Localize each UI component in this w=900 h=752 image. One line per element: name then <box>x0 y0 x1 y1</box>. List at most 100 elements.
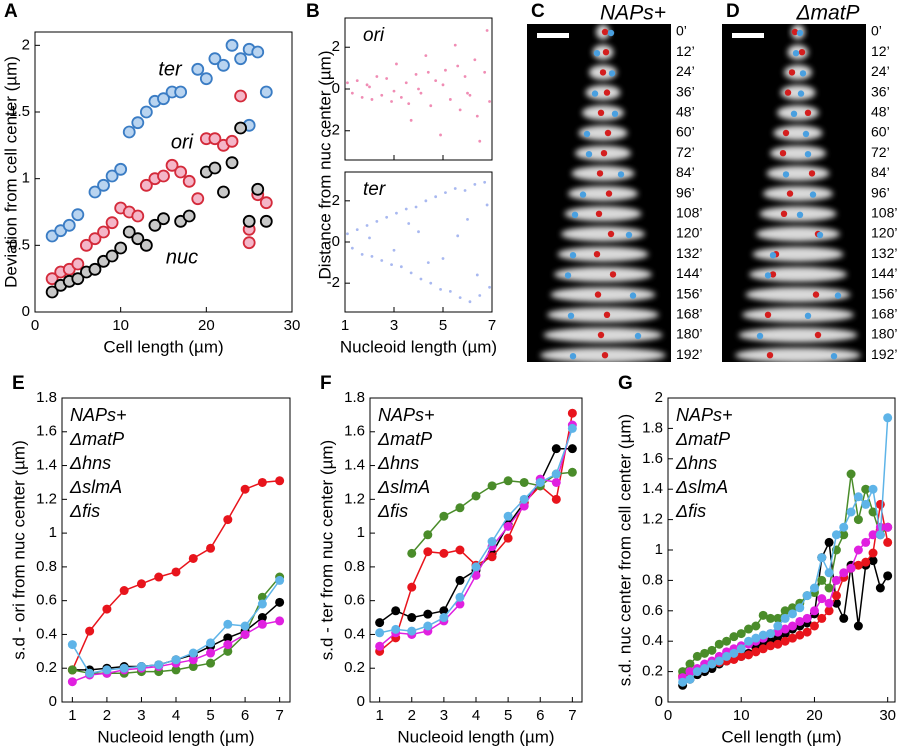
micrograph-title: NAPs+ <box>600 2 666 25</box>
y-tick-label: 0.2 <box>344 659 365 676</box>
data-point <box>475 114 479 118</box>
data-point <box>483 180 487 184</box>
nucleoid <box>735 347 861 363</box>
data-point <box>225 134 239 148</box>
ori-spot <box>784 89 792 96</box>
data-point <box>503 533 513 543</box>
nucleoid <box>578 125 628 141</box>
x-tick-label: 4 <box>172 707 180 724</box>
data-point <box>206 648 216 658</box>
data-point <box>809 621 819 631</box>
ori-spot <box>600 150 608 157</box>
time-label: 60’ <box>676 124 695 140</box>
data-point <box>567 423 577 433</box>
panel-letter: E <box>12 373 25 394</box>
data-point <box>736 644 746 654</box>
x-tick-label: 30 <box>284 317 301 334</box>
y-tick-label: 0 <box>357 693 365 710</box>
data-point <box>414 205 418 209</box>
y-tick-label: 0.8 <box>642 571 663 588</box>
y-tick-label: 1.8 <box>344 389 365 406</box>
ter-spot <box>796 211 804 218</box>
y-tick-label: 1.8 <box>642 419 663 436</box>
data-point <box>105 169 119 183</box>
data-point <box>105 249 119 263</box>
data-point <box>439 287 442 291</box>
data-point <box>234 121 248 135</box>
x-tick-label: 1 <box>68 707 76 724</box>
panel-letter: D <box>726 1 740 22</box>
data-point <box>399 265 403 269</box>
data-point <box>240 484 250 494</box>
data-point <box>67 640 77 650</box>
data-point <box>385 77 389 80</box>
ori-spot <box>601 28 609 36</box>
y-axis-label: Distance from nuc center (µm) <box>315 51 334 280</box>
data-point <box>423 621 433 631</box>
data-point <box>88 232 102 246</box>
data-point <box>45 272 59 286</box>
data-point <box>795 603 805 613</box>
time-label: 168’ <box>871 306 897 322</box>
y-tick-label: 0.8 <box>36 558 57 575</box>
data-point <box>868 507 878 517</box>
y-tick-label: 1.6 <box>642 450 663 467</box>
data-point <box>404 81 408 85</box>
data-point <box>148 218 162 232</box>
y-tick-label: 0.5 <box>9 236 30 253</box>
data-point <box>787 633 797 643</box>
time-label: 72’ <box>871 144 890 160</box>
ori-spot <box>596 170 604 177</box>
data-point <box>883 413 893 423</box>
data-point <box>780 624 790 634</box>
data-point <box>208 52 222 66</box>
data-point <box>463 75 467 78</box>
nucleoid <box>585 85 621 101</box>
ter-spot <box>756 332 764 340</box>
data-point <box>257 613 267 623</box>
nucleoid <box>554 266 652 282</box>
data-point <box>751 647 761 657</box>
ter-spot <box>569 252 577 259</box>
data-point <box>883 571 893 581</box>
data-point <box>817 613 827 623</box>
y-tick-label: 1.2 <box>344 490 365 507</box>
data-point <box>766 629 776 639</box>
data-point <box>485 29 489 32</box>
data-point <box>122 125 136 139</box>
data-point <box>846 507 856 517</box>
legend-entry: ΔslmA <box>675 477 728 497</box>
data-point <box>441 257 445 260</box>
time-label: 0’ <box>676 23 687 39</box>
y-tick-label: 0.6 <box>642 602 663 619</box>
ori-spot <box>814 331 822 339</box>
data-point <box>360 95 364 99</box>
data-point <box>80 238 93 252</box>
data-point <box>519 477 529 487</box>
axes-frame <box>34 31 293 313</box>
ori-spot <box>601 352 609 359</box>
data-point <box>407 222 411 225</box>
time-label: 156’ <box>676 285 702 301</box>
data-point <box>426 70 430 74</box>
data-point <box>257 592 267 602</box>
ter-spot <box>816 231 824 239</box>
data-point <box>217 58 230 72</box>
y-tick-label: 0 <box>49 693 57 710</box>
data-point <box>390 263 393 267</box>
data-point <box>519 494 529 504</box>
data-point <box>802 613 812 623</box>
data-point <box>434 195 438 199</box>
data-point <box>700 648 710 658</box>
x-tick-label: 2 <box>408 707 416 724</box>
data-point <box>468 93 472 97</box>
data-point <box>171 665 181 675</box>
ori-spot <box>603 311 611 318</box>
data-point <box>407 626 417 636</box>
data-point <box>71 208 85 222</box>
data-point <box>463 189 467 192</box>
data-point <box>407 102 411 106</box>
data-point <box>157 169 170 183</box>
data-point <box>817 594 827 604</box>
x-tick-label: 0 <box>31 317 39 334</box>
